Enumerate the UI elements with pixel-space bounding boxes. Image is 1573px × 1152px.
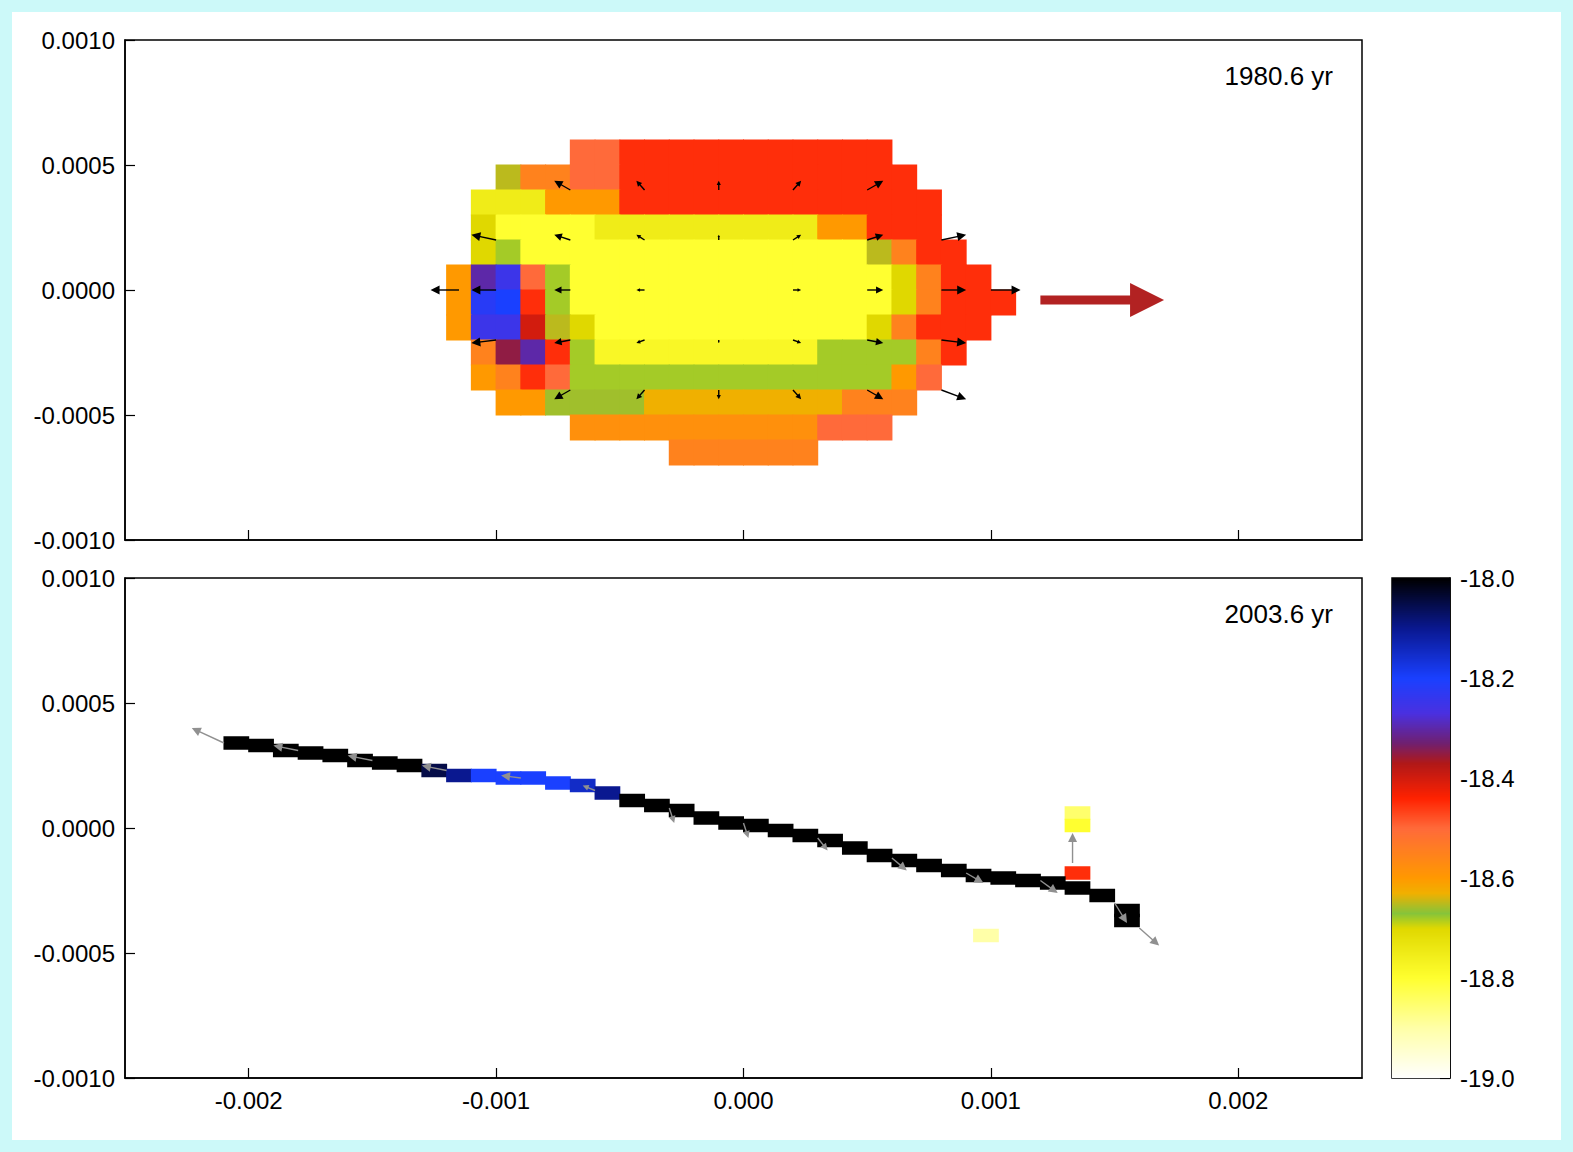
svg-text:0.001: 0.001 — [961, 1087, 1021, 1114]
svg-text:-18.0: -18.0 — [1460, 565, 1515, 592]
svg-text:-0.0005: -0.0005 — [34, 940, 115, 967]
svg-text:-0.0010: -0.0010 — [34, 527, 115, 554]
svg-text:-18.8: -18.8 — [1460, 965, 1515, 992]
svg-text:0.0010: 0.0010 — [42, 565, 115, 592]
svg-text:2003.6 yr: 2003.6 yr — [1225, 599, 1334, 629]
svg-text:-18.4: -18.4 — [1460, 765, 1515, 792]
svg-text:-0.0010: -0.0010 — [34, 1065, 115, 1092]
svg-text:0.0005: 0.0005 — [42, 152, 115, 179]
svg-text:-0.0005: -0.0005 — [34, 402, 115, 429]
svg-text:0.0000: 0.0000 — [42, 277, 115, 304]
svg-text:0.0010: 0.0010 — [42, 27, 115, 54]
svg-text:-0.001: -0.001 — [462, 1087, 530, 1114]
svg-text:-0.002: -0.002 — [215, 1087, 283, 1114]
svg-text:1980.6 yr: 1980.6 yr — [1225, 61, 1334, 91]
svg-text:-19.0: -19.0 — [1460, 1065, 1515, 1092]
svg-text:-18.2: -18.2 — [1460, 665, 1515, 692]
svg-text:0.0000: 0.0000 — [42, 815, 115, 842]
svg-text:-18.6: -18.6 — [1460, 865, 1515, 892]
svg-text:0.002: 0.002 — [1208, 1087, 1268, 1114]
svg-text:0.000: 0.000 — [713, 1087, 773, 1114]
svg-text:0.0005: 0.0005 — [42, 690, 115, 717]
